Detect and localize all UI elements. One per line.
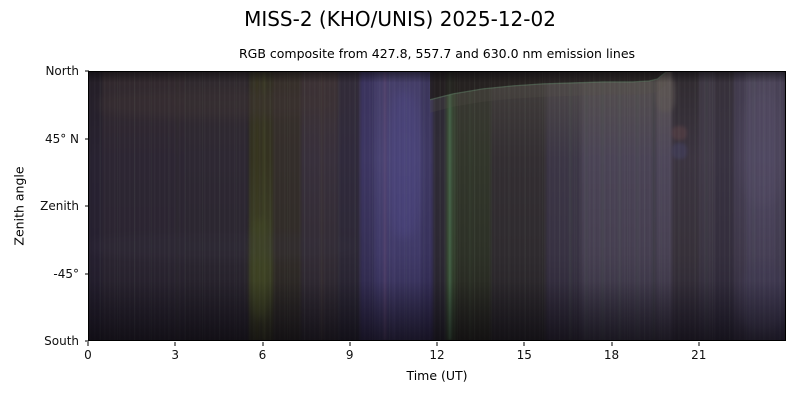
y-tick-label: Zenith	[40, 199, 79, 213]
x-tick-mark	[349, 342, 351, 346]
x-tick-mark	[436, 342, 438, 346]
y-tick-mark	[85, 340, 89, 342]
y-tick-label: 45° N	[44, 131, 79, 146]
keogram-plot	[88, 71, 786, 341]
plot-subtitle: RGB composite from 427.8, 557.7 and 630.…	[238, 46, 636, 61]
x-tick-label: 6	[258, 348, 267, 362]
x-tick-label: 18	[603, 348, 620, 362]
x-tick-mark	[698, 342, 700, 346]
y-tick-label: South	[44, 334, 79, 348]
y-tick-mark	[85, 205, 89, 207]
x-tick-label: 3	[171, 348, 180, 362]
x-tick-mark	[87, 342, 89, 346]
x-tick-mark	[174, 342, 176, 346]
y-tick-mark	[85, 273, 89, 274]
x-tick-label: 12	[429, 348, 445, 362]
x-tick-mark	[262, 342, 263, 346]
x-tick-label: 15	[516, 348, 532, 362]
y-tick-label: North	[45, 64, 79, 78]
keogram-shade	[89, 72, 785, 340]
x-axis: 0 3 6 9 12 15 18 21	[84, 341, 786, 371]
x-tick-mark	[523, 342, 525, 346]
x-axis-label: Time (UT)	[406, 368, 468, 383]
y-axis-label: Zenith angle	[11, 166, 27, 246]
x-tick-mark	[611, 342, 612, 346]
plot-title: MISS-2 (KHO/UNIS) 2025-12-02	[244, 7, 556, 31]
x-tick-label: 9	[345, 348, 354, 362]
y-axis: North 45° N Zenith -45° South	[0, 64, 89, 348]
y-tick-mark	[85, 70, 89, 72]
y-tick-mark	[85, 138, 89, 139]
y-tick-label: -45°	[53, 266, 79, 281]
x-tick-label: 21	[691, 348, 707, 362]
x-tick-label: 0	[84, 348, 92, 362]
